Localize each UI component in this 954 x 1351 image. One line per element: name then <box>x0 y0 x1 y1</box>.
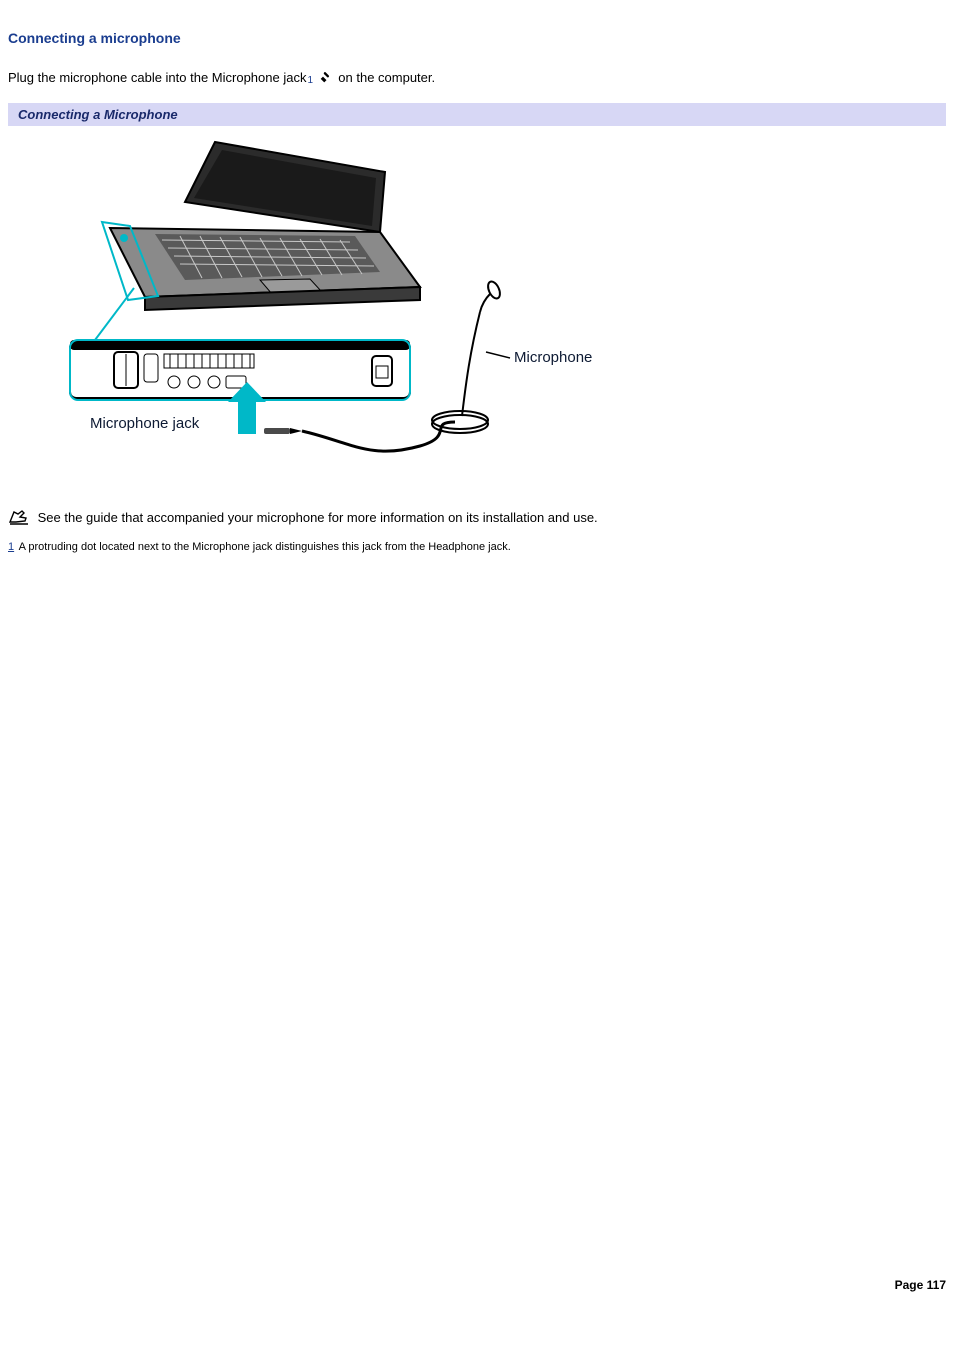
intro-paragraph: Plug the microphone cable into the Micro… <box>8 70 946 87</box>
note-row: See the guide that accompanied your micr… <box>8 508 946 529</box>
figure-diagram: Microphone jack Microphone <box>50 132 610 462</box>
note-text: See the guide that accompanied your micr… <box>38 510 598 525</box>
note-hand-icon <box>8 508 30 529</box>
footnote-ref-link[interactable]: 1 <box>307 75 313 86</box>
microphone-icon <box>319 70 333 87</box>
figure-container: Microphone jack Microphone <box>8 126 946 476</box>
desktop-microphone <box>432 280 510 433</box>
page-number: Page 117 <box>895 1278 946 1292</box>
label-microphone: Microphone <box>514 349 592 366</box>
intro-text-after: on the computer. <box>338 70 435 85</box>
footnote: 1 A protruding dot located next to the M… <box>8 541 946 553</box>
laptop-illustration <box>102 142 420 310</box>
section-heading: Connecting a microphone <box>8 30 946 46</box>
figure-caption: Connecting a Microphone <box>18 107 178 122</box>
figure-caption-bar: Connecting a Microphone <box>8 103 946 126</box>
footnote-text: A protruding dot located next to the Mic… <box>16 541 511 553</box>
mic-cable <box>264 422 455 451</box>
footnote-mark-link[interactable]: 1 <box>8 541 14 553</box>
label-microphone-jack: Microphone jack <box>90 415 200 432</box>
intro-text-before: Plug the microphone cable into the Micro… <box>8 70 306 85</box>
